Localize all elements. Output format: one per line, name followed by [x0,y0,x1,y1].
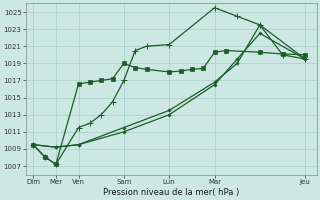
X-axis label: Pression niveau de la mer( hPa ): Pression niveau de la mer( hPa ) [103,188,239,197]
